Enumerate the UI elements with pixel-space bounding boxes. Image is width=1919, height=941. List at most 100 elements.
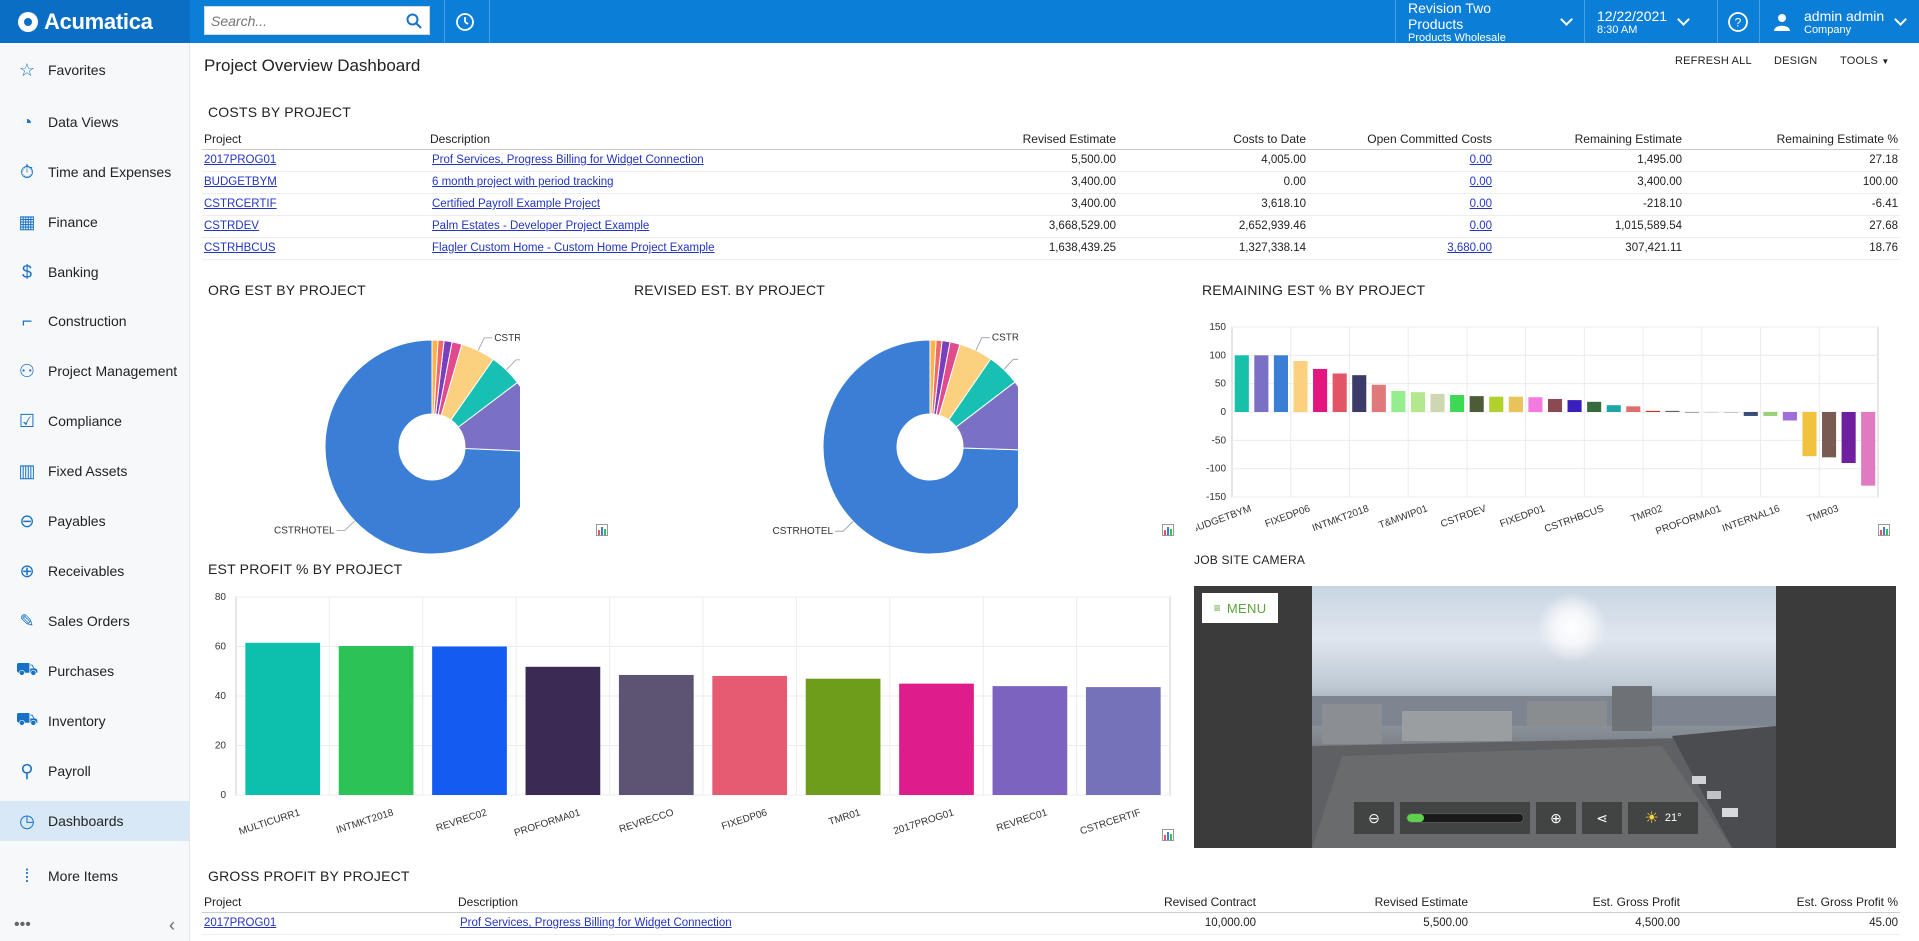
company-selector[interactable]: Revision Two Products Products Wholesale bbox=[1396, 0, 1583, 44]
chart-export-icon[interactable] bbox=[1162, 829, 1174, 841]
bar[interactable] bbox=[1763, 412, 1778, 416]
bar[interactable] bbox=[1645, 410, 1660, 412]
table-row[interactable]: BUDGETBYM 6 month project with period tra… bbox=[202, 171, 1900, 194]
column-header[interactable]: Project bbox=[202, 129, 428, 150]
bar[interactable] bbox=[1822, 412, 1837, 458]
bar[interactable] bbox=[1782, 412, 1797, 421]
bar[interactable] bbox=[1626, 406, 1641, 412]
bar[interactable] bbox=[1234, 355, 1249, 412]
bar[interactable] bbox=[1665, 410, 1680, 412]
table-cell[interactable]: BUDGETBYM bbox=[204, 176, 277, 188]
sidebar-item-inventory[interactable]: ⛟ Inventory bbox=[0, 701, 189, 741]
table-row[interactable]: 2017PROG01 Prof Services, Progress Billin… bbox=[202, 149, 1900, 172]
bar[interactable] bbox=[338, 646, 414, 795]
search-icon[interactable] bbox=[405, 12, 423, 30]
bar[interactable] bbox=[1528, 397, 1543, 412]
table-cell[interactable]: CSTRCERTIF bbox=[204, 198, 277, 210]
bar[interactable] bbox=[1410, 392, 1426, 412]
table-cell[interactable]: Flagler Custom Home - Custom Home Projec… bbox=[432, 242, 715, 254]
user-menu[interactable]: admin admin Company bbox=[1760, 0, 1919, 43]
table-cell[interactable]: Certified Payroll Example Project bbox=[432, 198, 601, 210]
table-row[interactable]: CSTRCERTIF Certified Payroll Example Proj… bbox=[202, 193, 1900, 216]
sidebar-item-purchases[interactable]: ⛟ Purchases bbox=[0, 651, 189, 691]
sidebar-item-payroll[interactable]: ⚲ Payroll bbox=[0, 751, 189, 791]
date-selector[interactable]: 12/22/2021 8:30 AM bbox=[1585, 0, 1717, 43]
bar[interactable] bbox=[1684, 412, 1700, 413]
bar[interactable] bbox=[1743, 412, 1758, 416]
sidebar-item-time-and-expenses[interactable]: ⏱ Time and Expenses bbox=[0, 152, 189, 192]
bar[interactable] bbox=[1293, 361, 1308, 412]
table-cell[interactable]: Prof Services, Progress Billing for Widg… bbox=[460, 917, 732, 929]
bar[interactable] bbox=[525, 666, 601, 795]
bar[interactable] bbox=[432, 646, 507, 796]
pie-slice[interactable] bbox=[929, 339, 937, 415]
collapse-sidebar-icon[interactable]: ‹ bbox=[169, 914, 175, 935]
chart-export-icon[interactable] bbox=[1162, 524, 1174, 536]
bar[interactable] bbox=[1430, 393, 1445, 412]
column-header[interactable]: Project bbox=[202, 892, 456, 913]
pie-slice[interactable] bbox=[822, 339, 1018, 555]
sidebar-item-finance[interactable]: ▦ Finance bbox=[0, 202, 189, 242]
bar[interactable] bbox=[1254, 355, 1269, 412]
help-button[interactable]: ? bbox=[1718, 0, 1758, 43]
table-cell[interactable]: Prof Services, Progress Billing for Widg… bbox=[432, 154, 704, 166]
table-cell[interactable]: 2017PROG01 bbox=[204, 917, 277, 929]
table-cell[interactable]: 0.00 bbox=[1469, 220, 1492, 232]
bar[interactable] bbox=[1861, 412, 1876, 486]
sidebar-item-compliance[interactable]: ☑ Compliance bbox=[0, 401, 189, 441]
bar[interactable] bbox=[1489, 396, 1504, 412]
bar[interactable] bbox=[1273, 355, 1288, 412]
column-header[interactable]: Revised Contract bbox=[936, 892, 1258, 913]
tools-button[interactable]: TOOLS ▼ bbox=[1840, 55, 1889, 67]
design-button[interactable]: DESIGN bbox=[1774, 55, 1818, 67]
bar[interactable] bbox=[1567, 400, 1582, 412]
column-header[interactable]: Remaining Estimate bbox=[1494, 129, 1684, 150]
bar[interactable] bbox=[1391, 391, 1406, 412]
column-header[interactable]: Revised Estimate bbox=[828, 129, 1118, 150]
table-cell[interactable]: 6 month project with period tracking bbox=[432, 176, 614, 188]
table-cell[interactable]: 0.00 bbox=[1469, 198, 1492, 210]
bar[interactable] bbox=[618, 674, 694, 795]
sidebar-item-construction[interactable]: ⌐ Construction bbox=[0, 301, 189, 341]
table-row[interactable]: 2017PROG01 Prof Services, Progress Billin… bbox=[202, 912, 1900, 935]
bar[interactable] bbox=[1469, 396, 1484, 412]
zoom-in-button[interactable]: ⊕ bbox=[1536, 802, 1576, 834]
bar[interactable] bbox=[1724, 412, 1739, 413]
bar[interactable] bbox=[1332, 373, 1347, 412]
table-cell[interactable]: 2017PROG01 bbox=[204, 154, 277, 166]
column-header[interactable]: Description bbox=[456, 892, 936, 913]
bar[interactable] bbox=[1547, 398, 1563, 412]
column-header[interactable]: Description bbox=[428, 129, 828, 150]
camera-menu-button[interactable]: ≡ MENU bbox=[1202, 593, 1278, 623]
column-header[interactable]: Est. Gross Profit % bbox=[1682, 892, 1900, 913]
sidebar-item-project-management[interactable]: ⚇ Project Management bbox=[0, 351, 189, 391]
pie-slice[interactable] bbox=[431, 339, 439, 415]
sidebar-item-more-items[interactable]: ⁞ More Items bbox=[0, 856, 189, 896]
column-header[interactable]: Revised Estimate bbox=[1258, 892, 1470, 913]
table-row[interactable]: CSTRDEV Palm Estates - Developer Project … bbox=[202, 215, 1900, 238]
column-header[interactable]: Costs to Date bbox=[1118, 129, 1308, 150]
history-button[interactable] bbox=[446, 8, 484, 36]
table-cell[interactable]: 0.00 bbox=[1469, 176, 1492, 188]
zoom-out-button[interactable]: ⊖ bbox=[1354, 802, 1394, 834]
more-dots-icon[interactable]: ••• bbox=[14, 916, 31, 933]
sidebar-item-fixed-assets[interactable]: ▥ Fixed Assets bbox=[0, 451, 189, 491]
table-cell[interactable]: 3,680.00 bbox=[1447, 242, 1492, 254]
bar[interactable] bbox=[245, 642, 321, 795]
table-cell[interactable]: CSTRHBCUS bbox=[204, 242, 276, 254]
bar[interactable] bbox=[1587, 401, 1602, 412]
bar[interactable] bbox=[1371, 384, 1386, 412]
zoom-slider[interactable] bbox=[1400, 802, 1530, 834]
column-header[interactable]: Open Committed Costs bbox=[1308, 129, 1494, 150]
bar[interactable] bbox=[1606, 405, 1621, 412]
bar[interactable] bbox=[1841, 412, 1856, 463]
bar[interactable] bbox=[1802, 412, 1817, 457]
sidebar-item-sales-orders[interactable]: ✎ Sales Orders bbox=[0, 601, 189, 641]
column-header[interactable]: Remaining Estimate % bbox=[1684, 129, 1900, 150]
bar[interactable] bbox=[992, 686, 1068, 795]
bar[interactable] bbox=[1450, 395, 1465, 412]
refresh-all-button[interactable]: REFRESH ALL bbox=[1675, 55, 1752, 67]
share-button[interactable]: ⋖ bbox=[1582, 802, 1622, 834]
search-box[interactable] bbox=[204, 6, 430, 35]
column-header[interactable]: Est. Gross Profit bbox=[1470, 892, 1682, 913]
